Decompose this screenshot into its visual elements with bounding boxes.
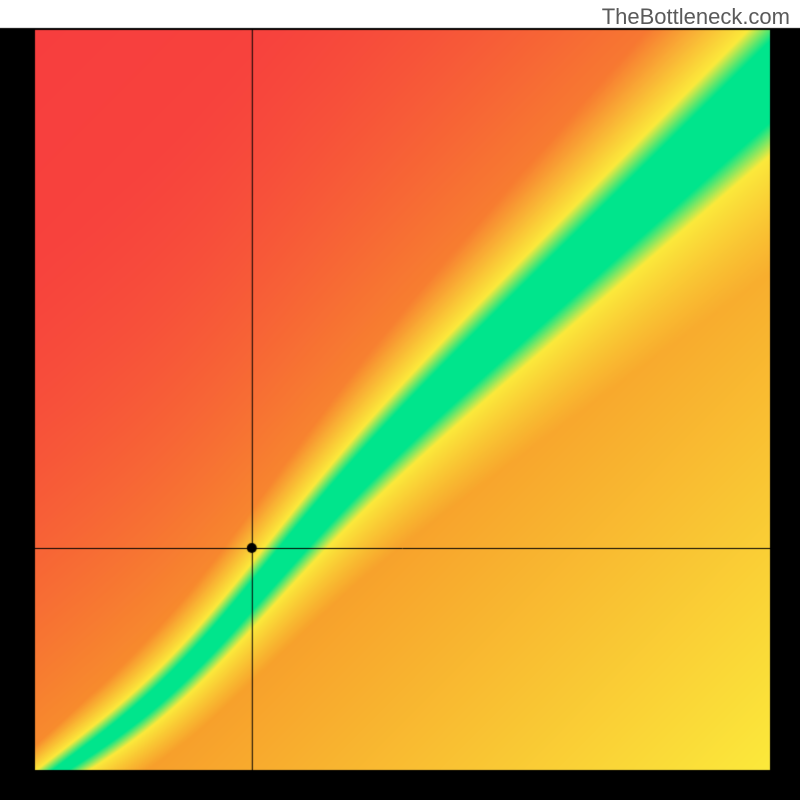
bottleneck-heatmap	[0, 0, 800, 800]
watermark-text: TheBottleneck.com	[602, 4, 790, 30]
